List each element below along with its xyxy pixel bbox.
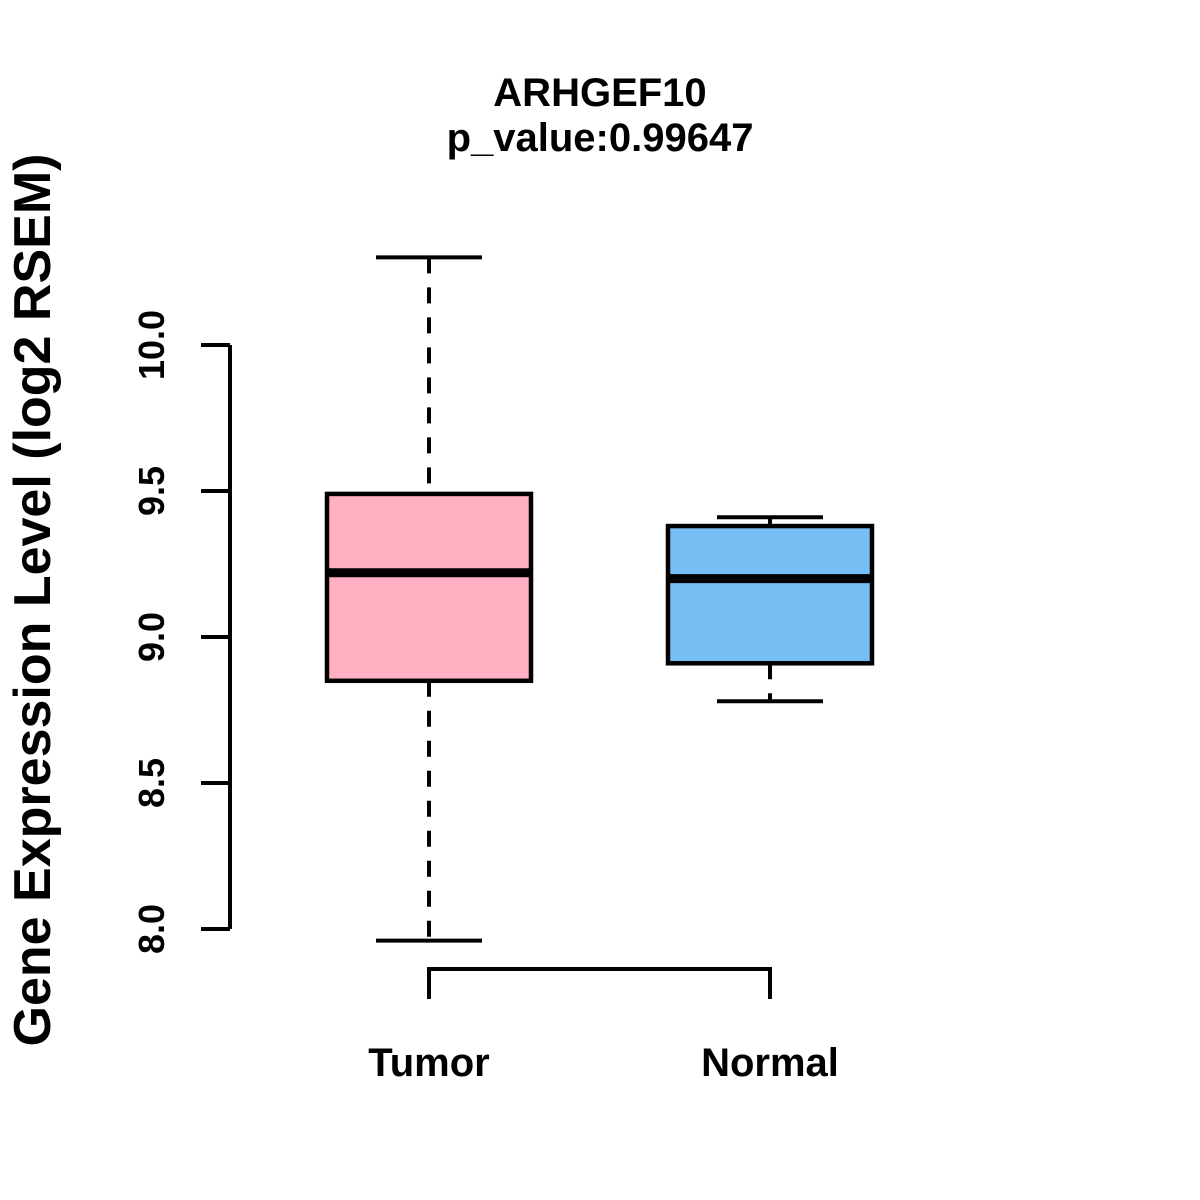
tumor-box xyxy=(324,491,534,684)
y-axis-label: Gene Expression Level (log2 RSEM) xyxy=(4,154,62,1047)
y-axis-tick-label: 9.0 xyxy=(131,612,172,662)
plot-layer: 8.0 8.5 9.0 9.5 10.0 Tumor Normal xyxy=(131,255,875,1085)
y-axis-tick-label: 8.5 xyxy=(131,758,172,808)
category-label-normal: Normal xyxy=(701,1041,839,1085)
chart-subtitle: p_value:0.99647 xyxy=(447,116,754,160)
chart-title: ARHGEF10 xyxy=(493,71,706,115)
normal-box xyxy=(665,523,875,666)
category-label-tumor: Tumor xyxy=(368,1041,489,1085)
y-axis-tick-label: 10.0 xyxy=(131,310,172,380)
x-axis-bracket xyxy=(427,967,772,999)
y-axis-tick-label: 8.0 xyxy=(131,904,172,954)
y-axis-tick-label: 9.5 xyxy=(131,466,172,516)
